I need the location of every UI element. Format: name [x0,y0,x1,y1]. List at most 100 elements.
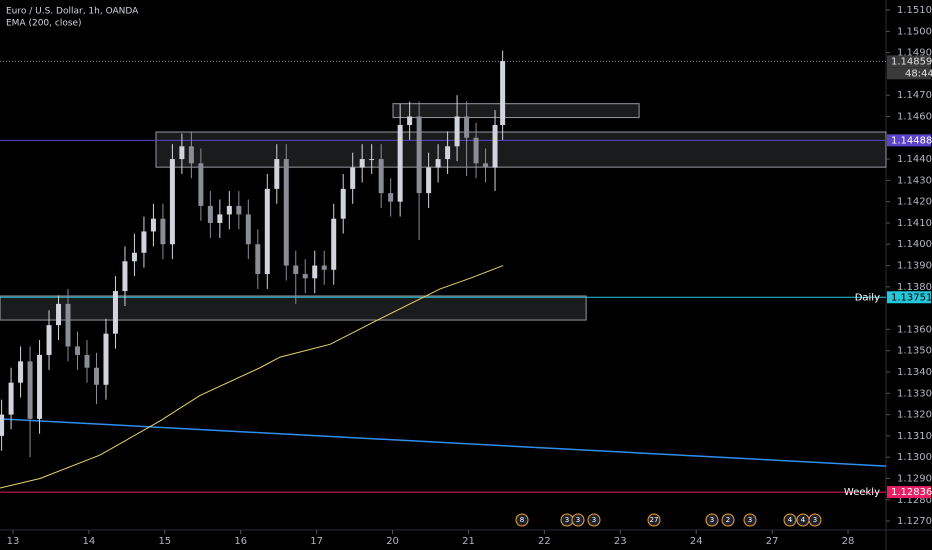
candle-body [84,354,90,368]
y-tick-label: 1.14100 [897,218,932,229]
y-tick-label: 1.13900 [897,261,932,272]
candle-body [131,252,137,262]
x-tick-label: 15 [158,536,171,547]
event-label: 3 [576,516,580,524]
y-tick-label: 1.14000 [897,239,932,250]
candle-body [27,361,33,419]
event-label: 3 [748,516,752,524]
candle-body [122,261,128,292]
candle-body [321,265,327,270]
x-tick-label: 22 [538,536,551,547]
x-tick-label: 20 [386,536,399,547]
y-tick-label: 1.13500 [897,346,932,357]
y-tick-label: 1.12800 [897,495,932,506]
candle-body [331,218,337,270]
zone [392,103,640,119]
y-tick-label: 1.14300 [897,175,932,186]
y-tick-label: 1.13400 [897,367,932,378]
x-tick-label: 17 [310,536,323,547]
candle-body [179,146,185,160]
y-tick-label: 1.15000 [897,26,932,37]
event-badge [721,513,735,527]
candle-body [198,163,204,206]
price-tag [887,486,931,499]
y-tick-label: 1.14200 [897,197,932,208]
y-tick-label: 1.15100 [897,5,932,16]
x-tick-label: 14 [83,536,96,547]
candle-body [236,205,242,215]
candle-body [407,116,413,125]
y-tick-label: 1.13300 [897,388,932,399]
candle-body [264,188,270,275]
candle-body [188,146,194,164]
candle-body [18,361,24,383]
event-badge [705,513,719,527]
y-tick-label: 1.13100 [897,431,932,442]
event-label: 3 [813,516,817,524]
candle-body [464,116,470,138]
candle-body [350,167,356,189]
candle-body [445,146,451,160]
event-label: 8 [520,516,524,524]
candle-body [169,159,175,245]
candle-body [416,116,422,194]
event-label: 3 [710,516,714,524]
event-badge [571,513,585,527]
candle-body [207,205,213,223]
candle-body [388,193,394,202]
candle-body [141,231,147,253]
y-tick-label: 1.14900 [897,48,932,59]
candle-body [93,367,99,385]
candle-body [369,159,375,161]
price-tag-label: 1.14859 [891,56,932,67]
candle-body [473,137,479,164]
price-tag [887,55,931,68]
candle-body [150,218,156,232]
candle-body [46,325,52,355]
event-badge [515,513,529,527]
candle-body [359,159,365,168]
candle-body [426,167,432,194]
event-badge [743,513,757,527]
event-label: 4 [801,516,806,524]
x-tick-label: 16 [234,536,247,547]
ema-line [0,265,504,489]
x-tick-label: 13 [7,536,20,547]
event-badge [587,513,601,527]
candle-body [340,188,346,219]
candle-body [302,274,308,279]
zone [155,131,887,168]
level-name: Weekly [844,487,880,498]
price-tag [887,291,931,304]
y-tick-label: 1.12700 [897,516,932,527]
candle-body [255,244,261,275]
candle-body [274,159,280,189]
x-tick-label: 21 [462,536,475,547]
event-label: 27 [650,516,659,524]
candle-body [492,124,498,168]
event-label: 3 [592,516,596,524]
y-tick-label: 1.14400 [897,154,932,165]
countdown-label: 48:44 [905,68,932,79]
candle-body [226,205,232,215]
candle-body [245,214,251,245]
y-tick-label: 1.12900 [897,473,932,484]
candle-body [283,159,289,266]
candle-body [397,124,403,202]
candle-body [454,116,460,147]
y-tick-label: 1.13800 [897,282,932,293]
x-tick-label: 27 [766,536,779,547]
event-label: 4 [788,516,793,524]
candle-body [483,163,489,168]
trendline [0,418,887,467]
candle-body [0,414,5,436]
x-tick-label: 24 [690,536,703,547]
countdown-tag [887,67,931,80]
event-badge [783,513,797,527]
y-tick-label: 1.14700 [897,90,932,101]
candle-body [65,303,71,347]
candle-body [378,159,384,194]
event-badge [808,513,822,527]
